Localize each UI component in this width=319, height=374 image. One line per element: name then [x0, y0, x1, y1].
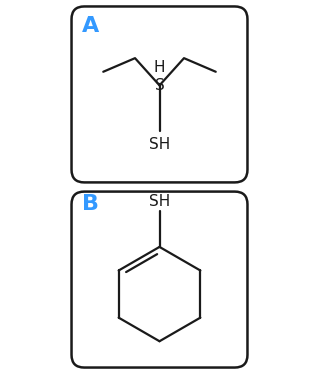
Text: SH: SH: [149, 194, 170, 209]
Text: A: A: [81, 16, 99, 36]
Text: B: B: [81, 194, 99, 214]
Text: SH: SH: [149, 137, 170, 152]
Text: S: S: [155, 78, 164, 93]
Text: H: H: [154, 60, 165, 76]
